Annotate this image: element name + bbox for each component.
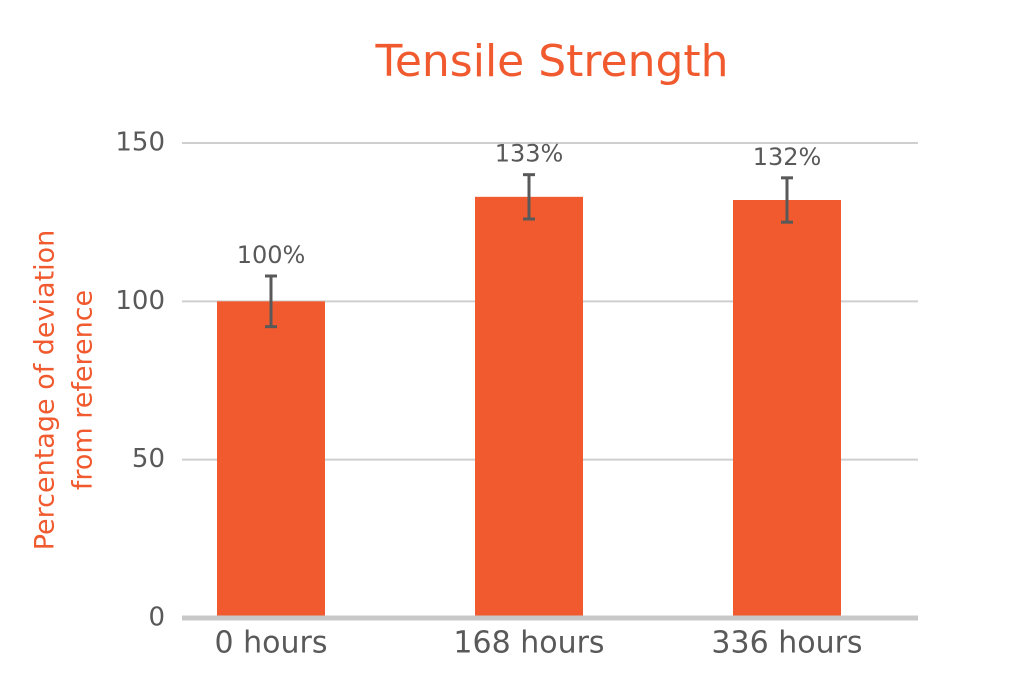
y-axis-label: from reference xyxy=(68,290,99,490)
bar xyxy=(217,301,325,618)
chart-title: Tensile Strength xyxy=(374,36,728,87)
x-tick-label: 0 hours xyxy=(215,626,328,661)
data-label: 132% xyxy=(753,143,822,171)
y-axis-label: Percentage of deviation xyxy=(30,230,61,551)
data-label: 100% xyxy=(237,241,306,269)
y-tick-label: 150 xyxy=(115,128,165,158)
y-tick-label: 0 xyxy=(148,603,165,633)
bar xyxy=(733,200,841,618)
x-tick-label: 168 hours xyxy=(453,626,604,661)
data-label: 133% xyxy=(495,140,564,168)
y-tick-label: 50 xyxy=(132,444,165,474)
x-tick-label: 336 hours xyxy=(711,626,862,661)
bar xyxy=(475,196,583,619)
y-tick-label: 100 xyxy=(115,286,165,316)
